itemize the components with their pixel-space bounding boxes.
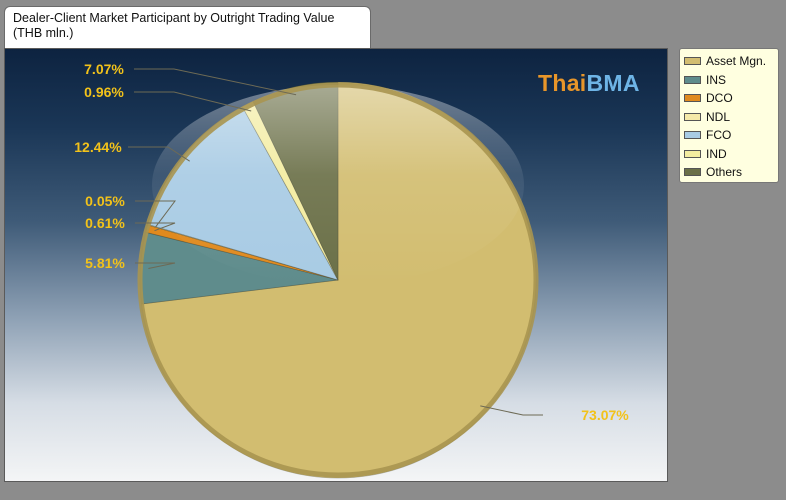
legend-item: INS — [684, 71, 778, 90]
leader-line — [134, 68, 297, 96]
legend-swatch — [684, 75, 701, 84]
chart-title: Dealer-Client Market Participant by Outr… — [13, 11, 335, 25]
legend-swatch — [684, 149, 701, 158]
pie-highlight — [152, 85, 524, 285]
data-label: 0.61% — [85, 215, 125, 231]
legend-label: NDL — [706, 109, 731, 124]
leader-line — [128, 146, 190, 162]
legend-swatch — [684, 168, 701, 177]
legend-item: Others — [684, 163, 778, 182]
data-label: 0.96% — [84, 84, 124, 100]
pie-gloss — [137, 82, 539, 478]
legend-swatch — [684, 131, 701, 140]
legend-label: INS — [706, 72, 727, 87]
leader-line — [135, 222, 176, 232]
legend-label: Asset Mgn. — [706, 54, 767, 69]
legend-swatch — [684, 112, 701, 121]
leader-line — [480, 405, 543, 416]
data-label: 73.07% — [581, 407, 629, 423]
leader-line — [134, 91, 252, 112]
legend-item: Asset Mgn. — [684, 52, 778, 71]
data-label: 12.44% — [74, 139, 122, 155]
legend: Asset Mgn. INS DCO NDL FCO IND Others — [679, 48, 779, 183]
legend-swatch — [684, 94, 701, 103]
legend-label: DCO — [706, 91, 733, 106]
leader-line — [135, 262, 176, 269]
legend-item: IND — [684, 145, 778, 164]
legend-item: DCO — [684, 89, 778, 108]
leader-line — [135, 200, 176, 228]
legend-item: FCO — [684, 126, 778, 145]
data-label: 0.05% — [85, 193, 125, 209]
legend-label: IND — [706, 146, 727, 161]
legend-label: Others — [706, 165, 743, 180]
thaibma-logo: ThaiBMA — [538, 70, 640, 96]
legend-label: FCO — [706, 128, 732, 143]
chart-subtitle: (THB mln.) — [13, 26, 74, 40]
data-label: 7.07% — [84, 61, 124, 77]
legend-item: NDL — [684, 108, 778, 127]
chart-title-tab: Dealer-Client Market Participant by Outr… — [4, 6, 371, 50]
legend-swatch — [684, 57, 701, 66]
data-label: 5.81% — [85, 255, 125, 271]
